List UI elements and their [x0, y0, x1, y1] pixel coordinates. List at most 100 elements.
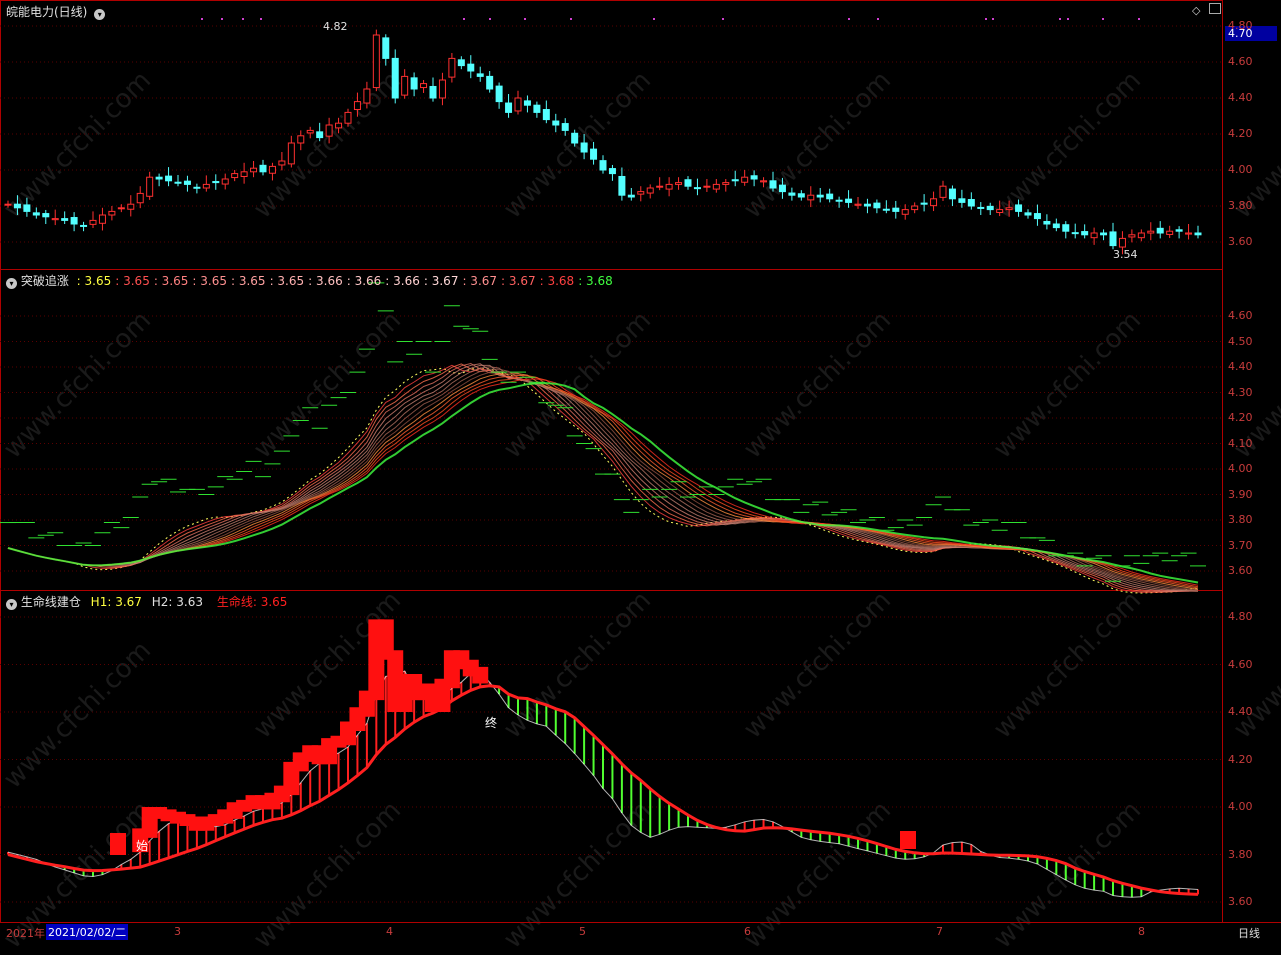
candle-body [826, 193, 834, 200]
candle-body [571, 132, 579, 144]
candle-body [561, 123, 569, 131]
candle-body [344, 111, 352, 124]
candle-body [1033, 213, 1041, 220]
candle-body [250, 167, 258, 173]
y-tick-label: 4.40 [1228, 91, 1253, 104]
candle-body [1005, 207, 1013, 211]
position-block [110, 833, 126, 855]
candle-body [212, 181, 220, 184]
candle-body [703, 185, 711, 188]
current-price-box: 4.70 [1225, 26, 1277, 41]
candle-body [637, 191, 645, 195]
period-tab-daily[interactable]: 日线 [1238, 927, 1260, 940]
candle-body [61, 218, 69, 221]
candle-body [514, 97, 522, 112]
candle-body [174, 181, 182, 184]
candle-body [231, 173, 239, 179]
candle-body [117, 207, 125, 210]
low-price-label: 3.54 [1113, 248, 1138, 261]
candle-body [627, 194, 635, 198]
x-axis[interactable]: 2021年 2021/02/02/二 3 4 5 6 7 8 日线 [0, 922, 1281, 941]
diamond-icon[interactable]: ◇ [1192, 4, 1201, 17]
stock-title: 皖能电力(日线) [6, 5, 88, 19]
event-marker [221, 18, 223, 20]
candle-body [467, 63, 475, 72]
event-marker [201, 18, 203, 20]
candle-body [1062, 224, 1070, 232]
panel2-title-bar: ▾ 突破追涨 : 3.65: 3.65: 3.65: 3.65: 3.65: 3… [6, 272, 613, 289]
ma-value: : 3.65 [192, 274, 227, 288]
candle-body [193, 186, 201, 189]
candle-body [911, 205, 919, 211]
ma-value: : 3.67 [423, 274, 459, 288]
candle-body [769, 180, 777, 189]
ma-value: : 3.65 [115, 274, 150, 288]
panel-toggle-icon[interactable] [1209, 3, 1221, 14]
dropdown-icon[interactable]: ▾ [6, 278, 17, 289]
event-marker [992, 18, 994, 20]
position-block [900, 831, 916, 849]
selected-date[interactable]: 2021/02/02/二 [46, 924, 129, 940]
life-value: 3.65 [260, 595, 288, 609]
candle-body [542, 109, 550, 121]
event-marker [1138, 18, 1140, 20]
candle-body [1166, 230, 1174, 235]
candle-body [1128, 234, 1136, 238]
candle-body [523, 100, 531, 106]
y-tick-label: 3.60 [1228, 564, 1253, 577]
candle-body [420, 83, 428, 89]
candle-body [741, 176, 749, 183]
candle-body [590, 148, 598, 160]
candle-body [665, 183, 673, 190]
candle-body [939, 185, 947, 198]
candle-body [505, 102, 513, 113]
ma-line [7, 368, 1199, 591]
life-label: 生命线: [216, 595, 257, 609]
y-tick-label: 3.80 [1228, 199, 1253, 212]
candle-body [892, 207, 900, 212]
y-tick-label: 4.00 [1228, 163, 1253, 176]
candle-body [693, 187, 701, 190]
candle-body [1052, 223, 1060, 229]
candle-body [476, 73, 484, 77]
y-tick-label: 4.20 [1228, 127, 1253, 140]
h1-value: 3.67 [115, 595, 142, 609]
ma-line [7, 378, 1199, 586]
y-tick-label: 4.10 [1228, 436, 1253, 450]
candle-body [599, 160, 607, 171]
candle-body [316, 131, 324, 139]
candle-body [1071, 232, 1079, 235]
candle-body [608, 168, 616, 175]
candle-body [401, 75, 409, 96]
candle-body [448, 57, 456, 78]
candle-body [51, 218, 59, 221]
ma-value: : 3.67 [462, 274, 498, 288]
ma-value: : 3.65 [153, 274, 189, 288]
dropdown-icon[interactable]: ▾ [6, 599, 17, 610]
month-label: 8 [1138, 925, 1145, 938]
high-price-label: 4.82 [323, 20, 348, 33]
y-tick-label: 4.00 [1228, 462, 1253, 475]
dropdown-icon[interactable]: ▾ [94, 9, 106, 20]
position-block [151, 807, 168, 819]
position-block [472, 666, 489, 684]
h1-label: H1: [90, 595, 112, 609]
start-marker: 始 [136, 839, 148, 853]
ma-line [7, 364, 1199, 593]
candle-body [457, 59, 465, 67]
ma-value: : 3.67 [501, 274, 536, 288]
candle-body [70, 217, 78, 225]
candle-body [297, 135, 305, 144]
candle-body [1185, 232, 1193, 235]
event-marker [524, 18, 526, 20]
event-marker [1102, 18, 1104, 20]
candle-body [486, 75, 494, 90]
month-label: 3 [174, 925, 181, 938]
indicator-values: : 3.65: 3.65: 3.65: 3.65: 3.65: 3.65: 3.… [73, 274, 613, 288]
candle-body [816, 194, 824, 198]
ma-line [7, 363, 1198, 593]
candle-body [1175, 229, 1183, 232]
candle-body [863, 203, 871, 207]
candle-body [712, 183, 720, 190]
